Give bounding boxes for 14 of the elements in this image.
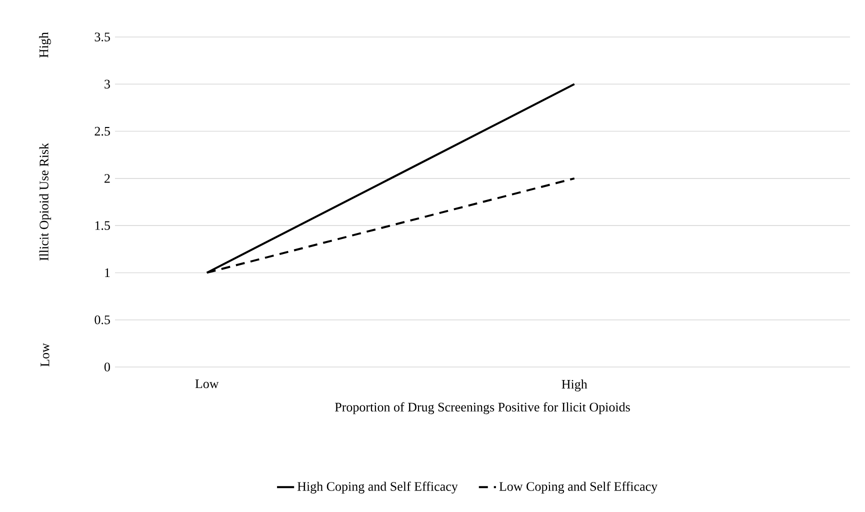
y-tick-label: 1.5 bbox=[95, 221, 110, 230]
text: Low bbox=[40, 343, 50, 367]
y-tick-label: 2 bbox=[104, 174, 110, 183]
y-tick-label: 1 bbox=[105, 268, 110, 278]
y-axis-title: Illicit Opioid Use Risk bbox=[39, 142, 52, 261]
text: High bbox=[39, 32, 51, 58]
legend-label: High Coping and Self Efficacy bbox=[297, 482, 458, 494]
x-axis-title: Proportion of Drug Screenings Positive for Ilicit Opioids bbox=[335, 402, 630, 414]
y-tick-label: 2.5 bbox=[94, 126, 110, 136]
y-tick-label: 3.5 bbox=[94, 32, 110, 42]
legend-label: Low Coping and Self Efficacy bbox=[499, 482, 658, 494]
y-tick-label: 0 bbox=[104, 362, 110, 372]
y-tick-label: 0.5 bbox=[94, 315, 110, 324]
y-tick-label: 3 bbox=[104, 80, 110, 89]
